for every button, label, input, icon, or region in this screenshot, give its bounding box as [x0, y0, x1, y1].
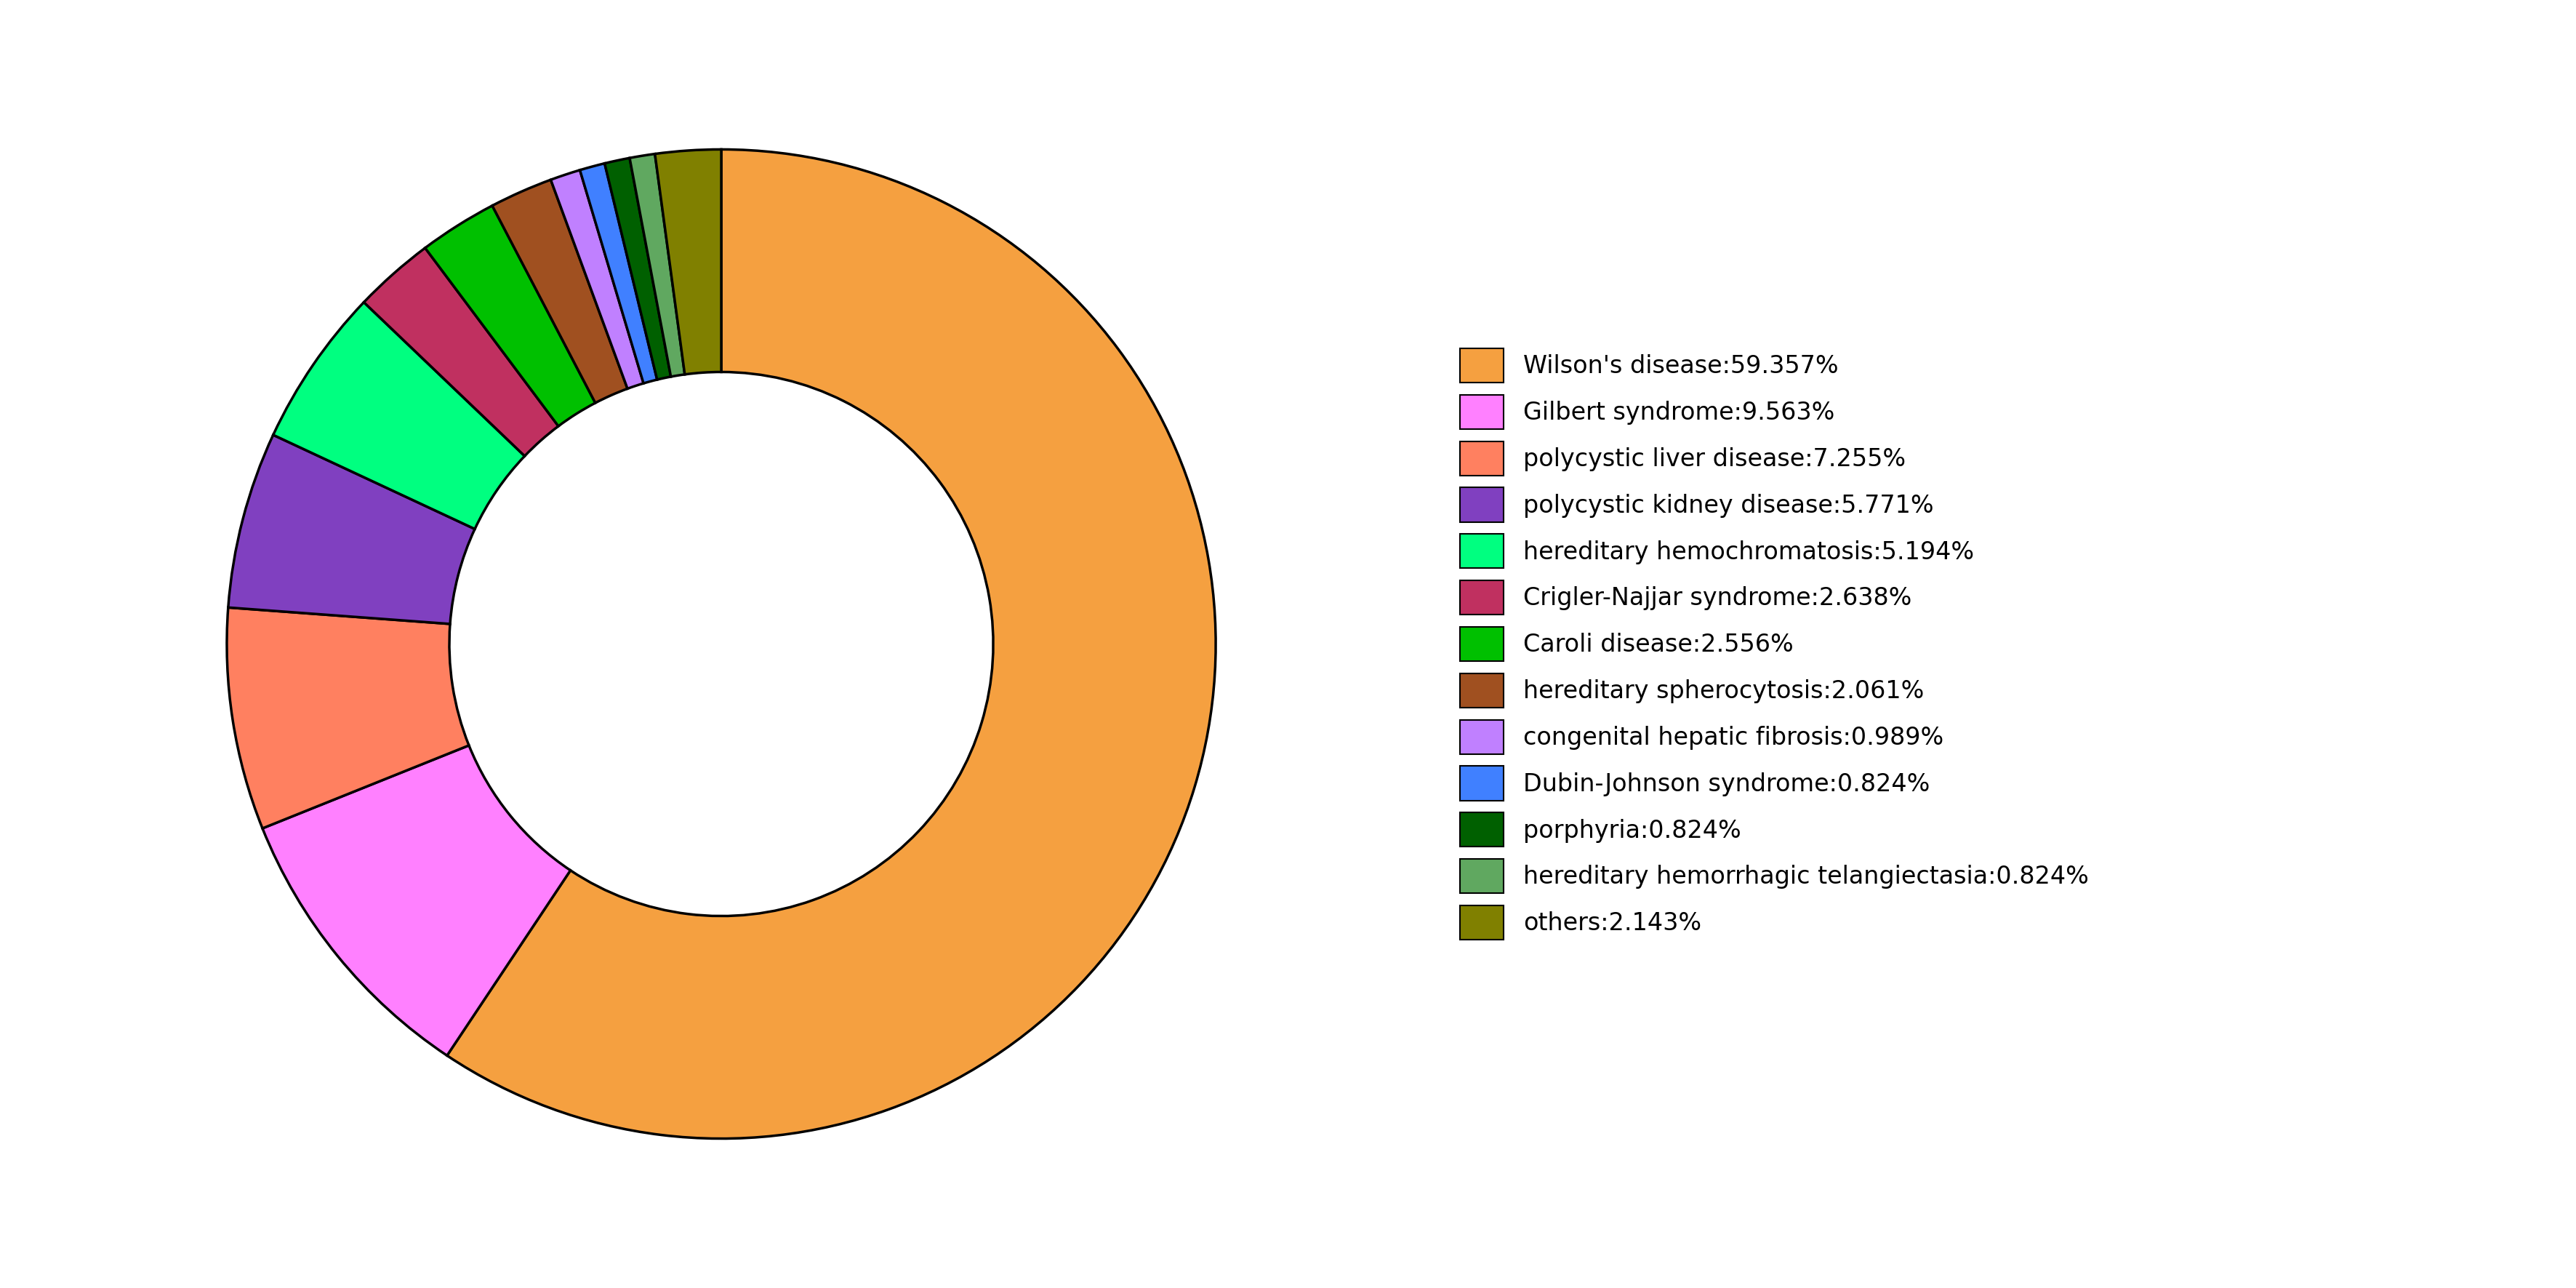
Wedge shape	[425, 206, 595, 426]
Wedge shape	[580, 164, 657, 384]
Wedge shape	[273, 303, 526, 529]
Wedge shape	[229, 435, 474, 623]
Wedge shape	[363, 249, 559, 456]
Wedge shape	[227, 608, 469, 828]
Wedge shape	[605, 158, 670, 380]
Wedge shape	[448, 149, 1216, 1139]
Wedge shape	[629, 153, 685, 376]
Legend: Wilson's disease:59.357%, Gilbert syndrome:9.563%, polycystic liver disease:7.25: Wilson's disease:59.357%, Gilbert syndro…	[1450, 339, 2099, 949]
Wedge shape	[654, 149, 721, 375]
Wedge shape	[551, 170, 644, 389]
Wedge shape	[263, 746, 569, 1056]
Wedge shape	[492, 180, 629, 403]
